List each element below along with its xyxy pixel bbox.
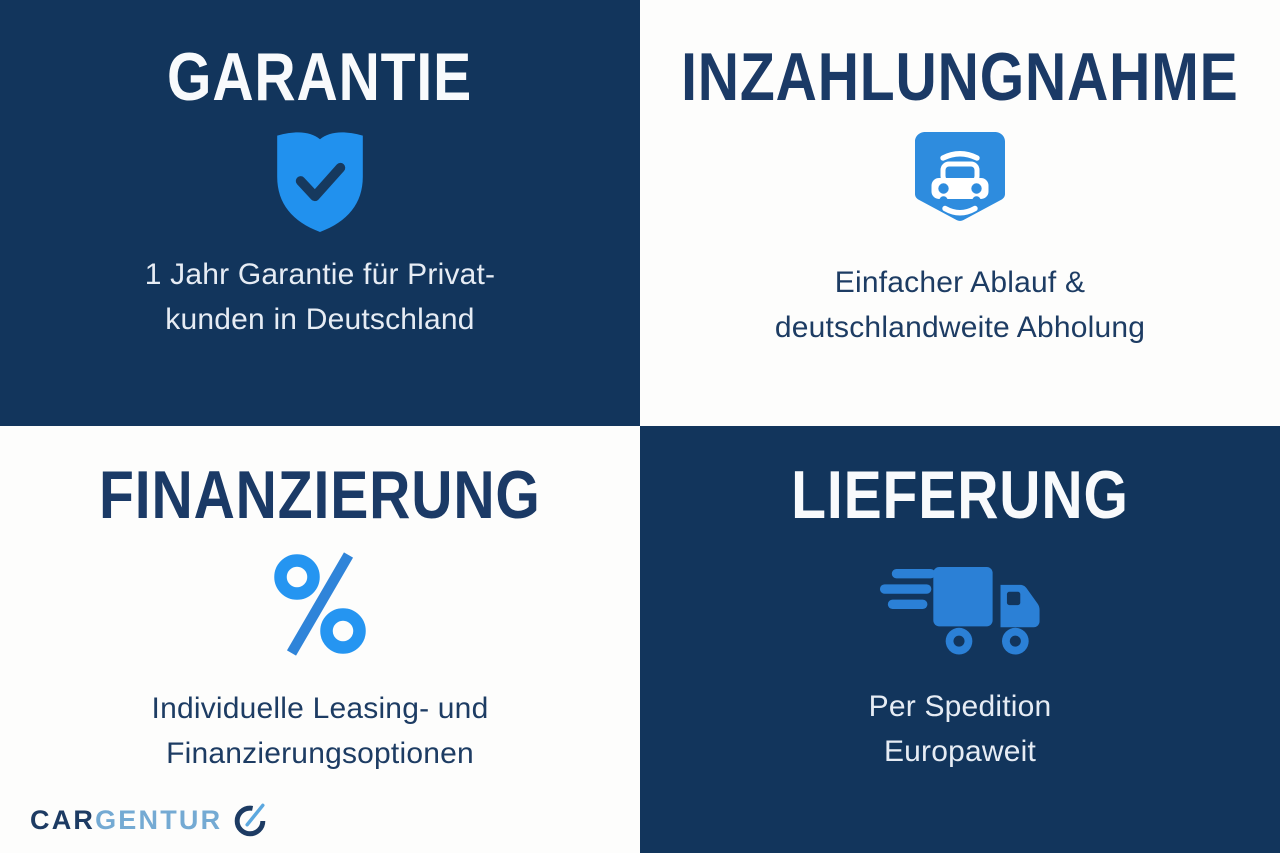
desc-line-2: kunden in Deutschland bbox=[165, 303, 475, 336]
card-lieferung-description: Per Spedition Europaweit bbox=[869, 684, 1052, 774]
logo-text-gentur: GENTUR bbox=[95, 805, 223, 835]
card-inzahlungnahme-title: INZAHLUNGNAHME bbox=[681, 39, 1239, 115]
card-inzahlungnahme: INZAHLUNGNAHME Einfacher Ablauf & deutsc… bbox=[640, 0, 1280, 426]
truck-icon bbox=[876, 562, 1044, 660]
card-finanzierung-description: Individuelle Leasing- und Finanzierungso… bbox=[152, 686, 489, 776]
desc-line-1: Per Spedition bbox=[868, 690, 1052, 723]
card-garantie: GARANTIE 1 Jahr Garantie für Privat- kun… bbox=[0, 0, 640, 426]
card-garantie-description: 1 Jahr Garantie für Privat- kunden in De… bbox=[145, 252, 496, 342]
car-badge-icon bbox=[915, 132, 1005, 221]
card-inzahlungnahme-description: Einfacher Ablauf & deutschlandweite Abho… bbox=[775, 260, 1145, 350]
desc-line-1: 1 Jahr Garantie für Privat- bbox=[144, 258, 496, 291]
desc-line-1: Individuelle Leasing- und bbox=[151, 692, 489, 725]
card-garantie-title: GARANTIE bbox=[167, 39, 473, 115]
card-finanzierung: FINANZIERUNG Individuelle Leasing- und F… bbox=[0, 426, 640, 853]
card-lieferung: LIEFERUNG Per Spedition Europaweit bbox=[640, 426, 1280, 853]
c-slash-logo-mark bbox=[235, 803, 266, 837]
shield-check-icon bbox=[277, 132, 363, 232]
truck-icon bbox=[879, 566, 1040, 654]
logo-wordmark: CARGENTUR bbox=[30, 801, 222, 839]
cargentur-logo: CARGENTUR bbox=[30, 801, 269, 839]
card-finanzierung-title: FINANZIERUNG bbox=[99, 457, 541, 533]
desc-line-2: Europaweit bbox=[883, 735, 1037, 768]
logo-text-car: CAR bbox=[30, 805, 96, 835]
desc-line-2: Finanzierungsoptionen bbox=[166, 737, 474, 770]
percent-icon bbox=[270, 546, 370, 662]
card-lieferung-title: LIEFERUNG bbox=[791, 457, 1129, 533]
shield-check-icon bbox=[269, 128, 371, 234]
desc-line-1: Einfacher Ablauf & bbox=[834, 266, 1086, 299]
desc-line-2: deutschlandweite Abholung bbox=[774, 311, 1146, 344]
percent-icon bbox=[274, 552, 366, 656]
car-badge-icon bbox=[910, 124, 1010, 240]
